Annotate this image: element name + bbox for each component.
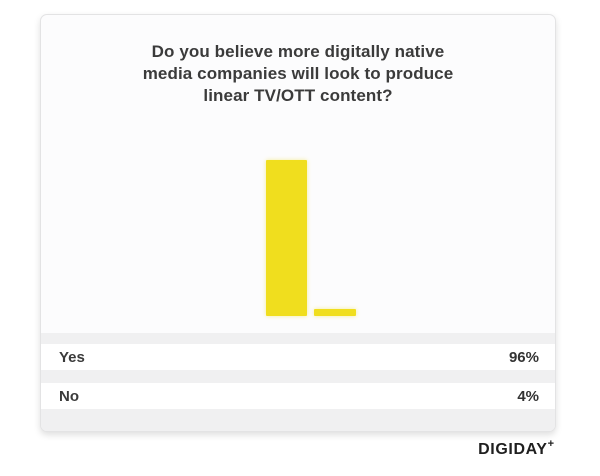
results-section: Yes 96% No 4% (41, 333, 555, 431)
result-label-no: No (59, 387, 79, 405)
digiday-logo: DIGIDAY+ (478, 438, 554, 459)
digiday-logo-plus-icon: + (547, 438, 554, 450)
title-line-2: media companies will look to produce (142, 64, 454, 83)
title-line-1: Do you believe more digitally native (151, 42, 445, 61)
result-label-yes: Yes (59, 348, 85, 366)
poll-card: Do you believe more digitally native med… (40, 14, 556, 432)
bar-yes (266, 160, 307, 316)
result-row-yes: Yes 96% (41, 344, 555, 370)
bar-no (314, 309, 356, 316)
poll-question-title: Do you believe more digitally native med… (98, 41, 498, 107)
title-line-3: linear TV/OTT content? (203, 86, 393, 105)
result-row-no: No 4% (41, 383, 555, 409)
result-value-yes: 96% (508, 348, 539, 366)
result-value-no: 4% (517, 387, 539, 405)
digiday-logo-text: DIGIDAY (478, 441, 548, 458)
